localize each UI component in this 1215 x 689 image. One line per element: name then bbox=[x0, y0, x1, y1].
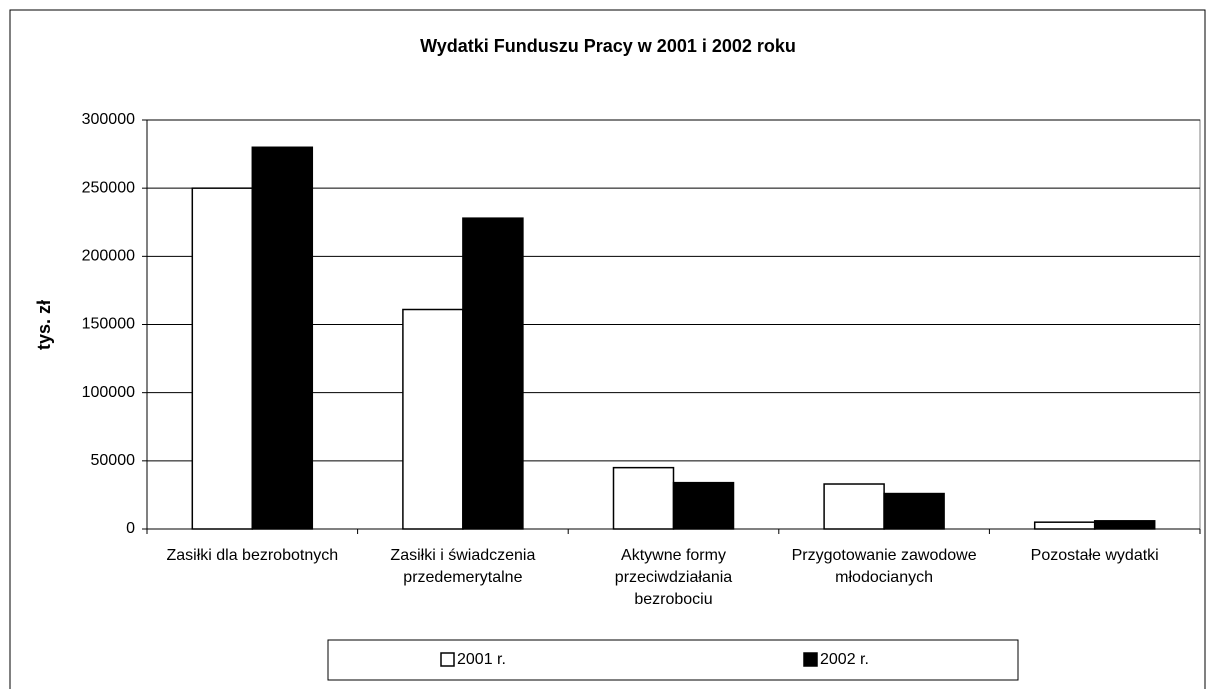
y-tick-label: 250000 bbox=[82, 179, 135, 196]
y-tick-label: 0 bbox=[126, 520, 135, 537]
x-tick-label: Zasiłki dla bezrobotnych bbox=[166, 547, 339, 564]
chart-title: Wydatki Funduszu Pracy w 2001 i 2002 rok… bbox=[420, 36, 796, 56]
bar bbox=[402, 308, 464, 530]
y-tick-label: 50000 bbox=[91, 452, 136, 469]
y-tick-label: 150000 bbox=[82, 316, 135, 333]
bar bbox=[191, 187, 254, 530]
bar bbox=[612, 466, 675, 530]
legend-label: 2002 r. bbox=[820, 651, 869, 668]
bar bbox=[883, 492, 945, 530]
legend-swatch bbox=[440, 652, 455, 667]
y-axis-label: tys. zł bbox=[34, 300, 54, 350]
y-tick-label: 100000 bbox=[82, 384, 135, 401]
x-tick-label: Aktywne formy przeciwdziałania bezroboci… bbox=[614, 547, 733, 608]
bar bbox=[823, 483, 885, 530]
bar bbox=[1093, 520, 1156, 530]
y-tick-label: 300000 bbox=[82, 111, 135, 128]
x-tick-label: Pozostałe wydatki bbox=[1030, 547, 1159, 564]
x-tick-label: Zasiłki i świadczenia przedemerytalne bbox=[390, 547, 536, 586]
legend-label: 2001 r. bbox=[457, 651, 506, 668]
bar bbox=[462, 217, 524, 530]
y-tick-label: 200000 bbox=[82, 248, 135, 265]
bar bbox=[1033, 521, 1096, 530]
legend-swatch bbox=[803, 652, 818, 667]
legend-box bbox=[327, 639, 1019, 681]
x-tick-label: Przygotowanie zawodowe młodocianych bbox=[791, 547, 977, 586]
bar bbox=[672, 481, 735, 530]
bar bbox=[251, 146, 314, 530]
